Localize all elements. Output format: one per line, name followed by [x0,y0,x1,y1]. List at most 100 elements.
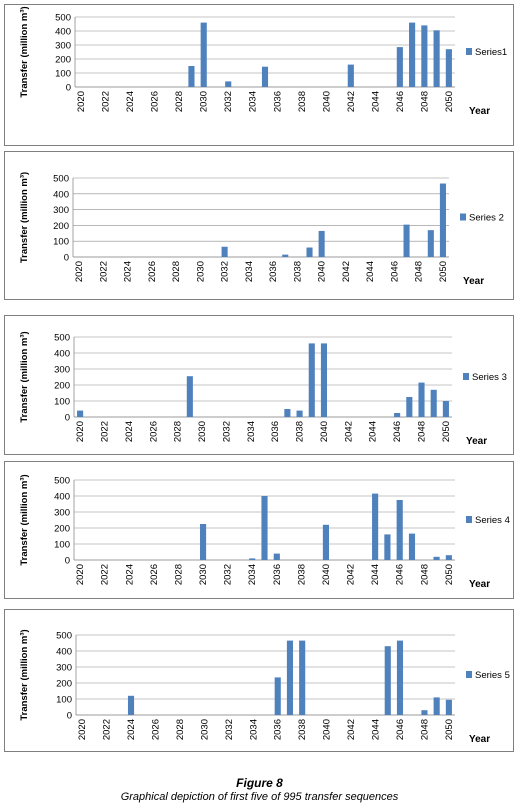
x-tick-label: 2028 [173,564,184,585]
bar [347,64,354,87]
x-tick-label: 2020 [75,564,86,585]
x-tick-label: 2026 [147,261,158,282]
x-tick-label: 2036 [268,261,279,282]
legend-swatch [460,213,466,221]
x-tick-label: 2042 [346,719,357,740]
x-tick-label: 2044 [371,719,382,740]
x-tick-label: 2046 [395,564,406,585]
x-tick-label: 2032 [223,564,234,585]
y-tick-label: 0 [66,83,71,94]
legend-swatch [466,516,472,523]
x-tick-label: 2038 [297,91,308,112]
bar [274,677,281,715]
bar [318,230,325,257]
x-tick-label: 2028 [174,91,185,112]
x-tick-label: 2022 [101,91,112,112]
bar [296,410,303,417]
chart-panel-5: 0 100 200 300 400 500 2020 2022 2024 2026 2028 2030… [4,609,514,752]
x-tick-label: 2050 [444,91,455,112]
y-axis-title: Transfer (million m³) [19,629,30,720]
x-tick-label: 2038 [295,421,306,442]
bar [225,81,232,87]
bar [396,640,404,715]
x-tick-label: 2050 [441,421,452,442]
x-tick-label: 2048 [419,91,430,112]
legend-swatch [466,671,472,678]
x-tick-label: 2042 [343,421,354,442]
x-tick-label: 2028 [171,261,182,282]
x-tick-label: 2020 [76,91,87,112]
x-tick-label: 2032 [224,719,235,740]
bar [286,640,294,715]
bar [442,401,449,417]
x-tick-label: 2048 [419,719,430,740]
chart-3-svg: 0 100 200 300 400 500 2020 2022 2024 2026 2028 2030… [19,331,507,447]
y-tick-label: 400 [56,647,72,658]
y-tick-label: 500 [55,13,71,24]
x-axis-title: Year [466,436,487,447]
legend-label: Series 3 [472,372,507,383]
x-tick-label: 2034 [248,719,259,740]
y-tick-label: 0 [65,556,70,567]
bar [261,66,269,87]
x-tick-label: 2020 [75,421,86,442]
legend-label: Series 2 [469,213,504,224]
x-tick-label: 2028 [175,719,186,740]
bar [249,558,256,560]
x-tick-label: 2040 [321,91,332,112]
bar [409,22,416,88]
bar [384,646,391,715]
legend-label: Series1 [475,47,507,58]
y-tick-label: 500 [54,333,70,344]
y-tick-label: 200 [54,524,70,535]
x-tick-label: 2024 [125,91,136,112]
y-tick-label: 100 [53,237,69,248]
x-tick-label: 2024 [124,564,135,585]
x-tick-label: 2036 [272,91,283,112]
x-tick-label: 2046 [395,91,406,112]
x-tick-label: 2034 [244,261,255,282]
x-tick-label: 2044 [368,421,379,442]
legend-swatch [466,48,472,55]
x-tick-label: 2038 [296,564,307,585]
bar [433,556,440,560]
chart-4-svg: 0 100 200 300 400 500 2020 2022 2024 2026 2028 2030… [19,474,510,590]
bar [221,246,228,257]
bar [396,500,403,560]
x-tick-label: 2022 [100,564,111,585]
bar [299,640,306,715]
x-tick-label: 2024 [124,421,135,442]
x-tick-label: 2032 [221,421,232,442]
chart-panel-3: 0 100 200 300 400 500 2020 2022 2024 2026 2028 2030… [4,315,514,455]
x-tick-label: 2044 [370,91,381,112]
y-axis-title: Transfer (million m³) [19,474,30,565]
legend-swatch [463,373,469,380]
x-tick-label: 2022 [99,421,110,442]
chart-panel-1: 0 100 200 300 400 500 2020 2022 2024 2026 2028 2030… [4,4,514,146]
y-tick-label: 300 [55,41,71,52]
y-tick-label: 400 [54,492,70,503]
y-tick-label: 200 [56,679,72,690]
x-tick-label: 2026 [150,91,161,112]
x-axis-title: Year [463,276,484,287]
x-tick-label: 2036 [273,719,284,740]
x-tick-label: 2046 [392,421,403,442]
legend-label: Series 4 [475,515,510,526]
y-tick-label: 200 [54,381,70,392]
y-tick-label: 500 [54,476,70,487]
chart-5-svg: 0 100 200 300 400 500 2020 2022 2024 2026 2028 2030… [19,629,510,745]
x-tick-label: 2036 [270,421,281,442]
x-tick-label: 2048 [417,421,428,442]
x-tick-label: 2030 [199,719,210,740]
x-tick-label: 2042 [346,91,357,112]
x-tick-label: 2026 [150,719,161,740]
x-tick-label: 2040 [319,421,330,442]
bar [394,413,401,417]
x-tick-label: 2040 [321,564,332,585]
y-tick-label: 0 [64,253,69,264]
x-tick-label: 2050 [444,719,455,740]
x-tick-label: 2040 [322,719,333,740]
x-tick-label: 2034 [246,421,257,442]
bar [427,230,434,257]
bar [261,496,268,560]
